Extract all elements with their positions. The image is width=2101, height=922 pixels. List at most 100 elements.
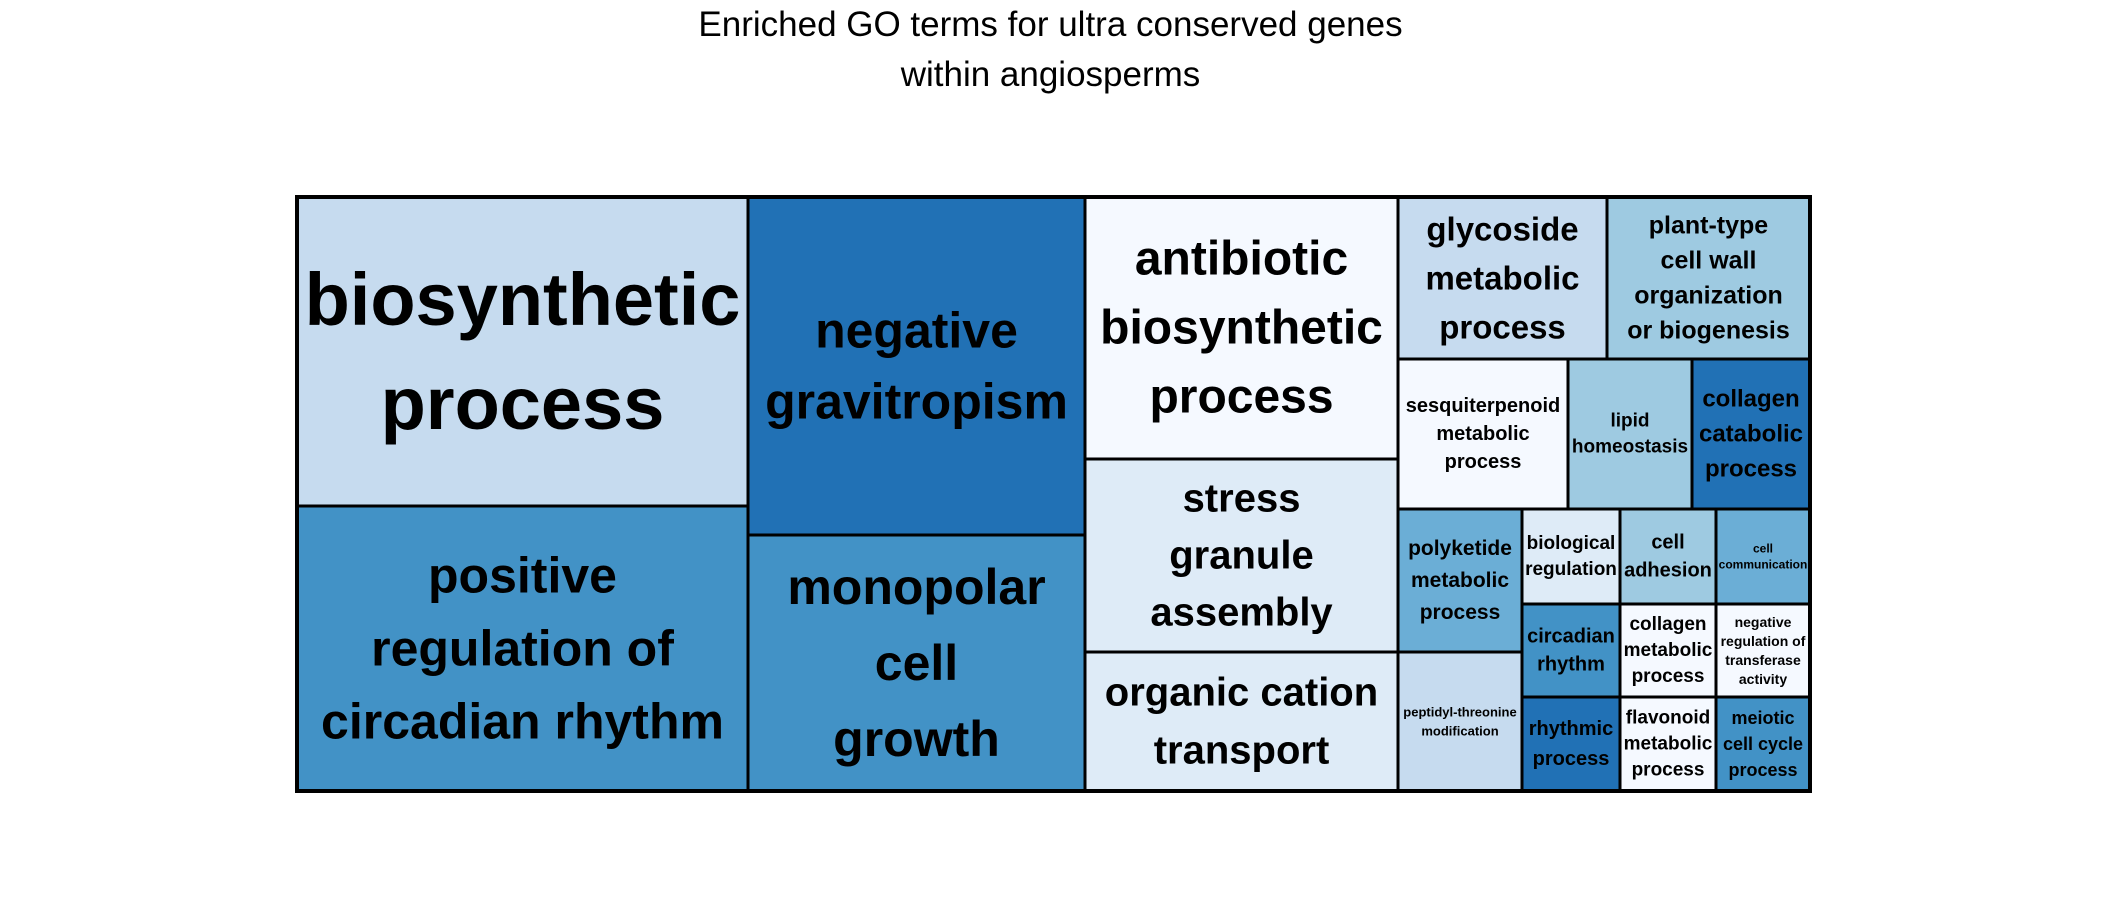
tile-label-sesquiterpenoid-metabolic-process-2: metabolic (1436, 423, 1529, 445)
tile-label-flavonoid-metabolic-process-1: flavonoid (1626, 708, 1710, 729)
tile-label-plant-type-cell-wall-organization-or-biogenesis-3: organization (1634, 282, 1783, 310)
tile-rect-peptidyl-threonine-modification (1396, 650, 1524, 793)
chart-title-line-1: Enriched GO terms for ultra conserved ge… (698, 5, 1403, 44)
tile-lipid-homeostasis: lipid homeostasis (1566, 357, 1694, 511)
tile-label-collagen-metabolic-process-2: metabolic (1624, 640, 1713, 661)
tile-rect-glycoside-metabolic-process (1396, 195, 1609, 361)
tile-polyketide-metabolic-process: polyketide metabolic process (1396, 507, 1524, 654)
tile-label-sesquiterpenoid-metabolic-process-3: process (1445, 451, 1522, 473)
tile-label-collagen-metabolic-process-3: process (1632, 666, 1705, 687)
tile-label-cell-communication-2: communication (1719, 558, 1808, 572)
tile-rhythmic-process: rhythmic process (1520, 695, 1622, 793)
tile-sesquiterpenoid-metabolic-process: sesquiterpenoid metabolic process (1396, 357, 1570, 511)
tile-label-plant-type-cell-wall-organization-or-biogenesis-4: or biogenesis (1627, 317, 1790, 345)
tile-label-lipid-homeostasis-2: homeostasis (1572, 437, 1688, 458)
chart-title: Enriched GO terms for ultra conserved ge… (0, 0, 2101, 100)
tile-label-negative-regulation-of-transferase-activity-4: activity (1739, 671, 1787, 687)
tile-label-cell-adhesion-1: cell (1651, 532, 1684, 554)
tile-label-monopolar-cell-growth-3: growth (833, 711, 1000, 767)
tile-label-antibiotic-biosynthetic-process-3: process (1149, 371, 1333, 424)
tile-label-organic-cation-transport-1: organic cation (1105, 671, 1378, 715)
tile-label-rhythmic-process-1: rhythmic (1529, 718, 1613, 740)
treemap-frame (295, 195, 1812, 793)
tile-label-plant-type-cell-wall-organization-or-biogenesis-2: cell wall (1661, 247, 1757, 275)
tile-rect-cell-adhesion (1618, 507, 1718, 606)
tile-collagen-metabolic-process: collagen metabolic process (1618, 602, 1718, 699)
tile-organic-cation-transport: organic cation transport (1083, 650, 1400, 793)
tile-cell-adhesion: cell adhesion (1618, 507, 1718, 606)
tile-label-biological-regulation-1: biological (1527, 533, 1616, 554)
tile-label-monopolar-cell-growth-2: cell (875, 635, 958, 691)
tile-label-organic-cation-transport-2: transport (1154, 729, 1330, 773)
tile-label-plant-type-cell-wall-organization-or-biogenesis-1: plant-type (1649, 212, 1769, 240)
tile-label-flavonoid-metabolic-process-3: process (1632, 760, 1705, 781)
tile-label-meiotic-cell-cycle-process-3: process (1728, 760, 1797, 780)
tile-label-lipid-homeostasis-1: lipid (1610, 411, 1649, 432)
tile-rect-negative-gravitropism (746, 195, 1087, 537)
tile-monopolar-cell-growth: monopolar cell growth (746, 533, 1087, 793)
tile-label-collagen-catabolic-process-3: process (1705, 456, 1797, 483)
tile-label-glycoside-metabolic-process-3: process (1439, 309, 1566, 346)
tile-label-antibiotic-biosynthetic-process-2: biosynthetic (1100, 302, 1383, 355)
tile-label-stress-granule-assembly-3: assembly (1150, 591, 1333, 635)
tile-label-meiotic-cell-cycle-process-2: cell cycle (1723, 734, 1803, 754)
tile-rect-biological-regulation (1520, 507, 1622, 606)
tile-label-biosynthetic-process-2: process (381, 362, 665, 445)
tile-label-circadian-rhythm-2: rhythm (1537, 654, 1605, 676)
chart-title-line-2: within angiosperms (900, 55, 1201, 94)
tile-label-circadian-rhythm-1: circadian (1527, 626, 1615, 648)
tile-label-positive-regulation-of-circadian-rhythm-1: positive (428, 548, 617, 604)
tile-rect-lipid-homeostasis (1566, 357, 1694, 511)
tile-label-rhythmic-process-2: process (1533, 748, 1610, 770)
tile-label-cell-adhesion-2: adhesion (1624, 560, 1712, 582)
tile-label-collagen-catabolic-process-2: catabolic (1699, 421, 1803, 448)
tile-label-polyketide-metabolic-process-1: polyketide (1408, 537, 1512, 560)
tile-label-positive-regulation-of-circadian-rhythm-2: regulation of (371, 621, 674, 677)
tile-rect-meiotic-cell-cycle-process (1714, 695, 1812, 793)
tile-label-negative-gravitropism-2: gravitropism (765, 374, 1068, 430)
tile-rect-stress-granule-assembly (1083, 457, 1400, 654)
tile-positive-regulation-of-circadian-rhythm: positive regulation of circadian rhythm (295, 504, 750, 793)
tile-rect-rhythmic-process (1520, 695, 1622, 793)
tile-label-glycoside-metabolic-process-1: glycoside (1426, 211, 1578, 248)
tile-plant-type-cell-wall-organization-or-biogenesis: plant-type cell wall organization or biogen… (1605, 195, 1812, 361)
tile-label-monopolar-cell-growth-1: monopolar (787, 559, 1045, 615)
tile-label-peptidyl-threonine-modification-1: peptidyl-threonine (1403, 705, 1516, 720)
tile-label-negative-gravitropism-1: negative (815, 303, 1018, 359)
tile-circadian-rhythm: circadian rhythm (1520, 602, 1622, 699)
tile-label-polyketide-metabolic-process-2: metabolic (1411, 569, 1509, 592)
tile-rect-plant-type-cell-wall-organization-or-biogenesis (1605, 195, 1812, 361)
tile-label-glycoside-metabolic-process-2: metabolic (1425, 260, 1579, 297)
tile-rect-cell-communication (1714, 507, 1812, 606)
tile-label-collagen-catabolic-process-1: collagen (1702, 386, 1799, 413)
tile-label-peptidyl-threonine-modification-2: modification (1421, 724, 1498, 739)
tile-rect-circadian-rhythm (1520, 602, 1622, 699)
tile-label-biological-regulation-2: regulation (1525, 559, 1617, 580)
tile-label-polyketide-metabolic-process-3: process (1420, 601, 1501, 624)
tile-rect-flavonoid-metabolic-process (1618, 695, 1718, 793)
tile-label-negative-regulation-of-transferase-activity-1: negative (1735, 614, 1792, 630)
tile-label-antibiotic-biosynthetic-process-1: antibiotic (1135, 233, 1348, 286)
tile-label-positive-regulation-of-circadian-rhythm-3: circadian rhythm (321, 694, 724, 750)
tile-label-stress-granule-assembly-1: stress (1183, 477, 1301, 521)
tile-peptidyl-threonine-modification: peptidyl-threonine modification (1396, 650, 1524, 793)
tile-rect-polyketide-metabolic-process (1396, 507, 1524, 654)
tile-antibiotic-biosynthetic-process: antibiotic biosynthetic process (1083, 195, 1400, 461)
tile-stress-granule-assembly: stress granule assembly (1083, 457, 1400, 654)
tile-biosynthetic-process: biosynthetic process (295, 195, 750, 508)
tile-collagen-catabolic-process: collagen catabolic process (1690, 357, 1812, 511)
tile-label-negative-regulation-of-transferase-activity-2: regulation of (1721, 633, 1806, 649)
tile-rect-negative-regulation-of-transferase-activity (1714, 602, 1812, 699)
tile-glycoside-metabolic-process: glycoside metabolic process (1396, 195, 1609, 361)
tile-label-flavonoid-metabolic-process-2: metabolic (1624, 734, 1713, 755)
tile-negative-regulation-of-transferase-activity: negative regulation of transferase activity (1714, 602, 1812, 699)
tile-rect-organic-cation-transport (1083, 650, 1400, 793)
tile-label-collagen-metabolic-process-1: collagen (1629, 614, 1706, 635)
tile-label-stress-granule-assembly-2: granule (1169, 534, 1313, 578)
tile-meiotic-cell-cycle-process: meiotic cell cycle process (1714, 695, 1812, 793)
tile-rect-biosynthetic-process (295, 195, 750, 508)
tile-label-negative-regulation-of-transferase-activity-3: transferase (1725, 652, 1801, 668)
tile-negative-gravitropism: negative gravitropism (746, 195, 1087, 537)
tile-biological-regulation: biological regulation (1520, 507, 1622, 606)
